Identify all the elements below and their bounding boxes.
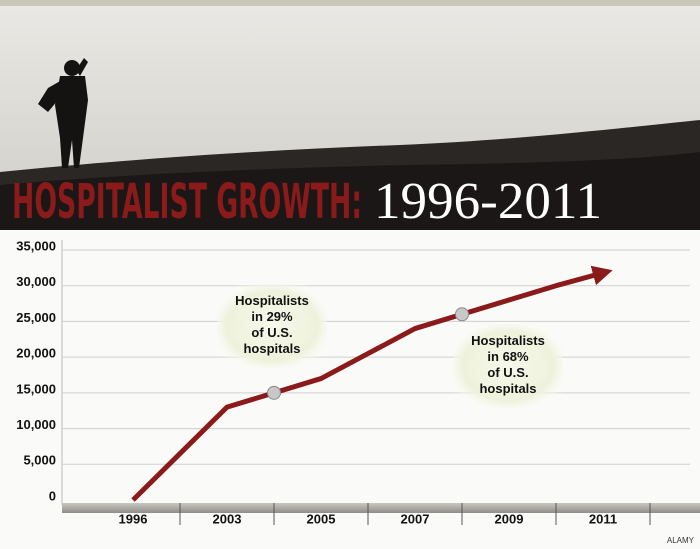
- annotation-text: in 29%: [251, 309, 293, 324]
- x-tick-label: 2011: [589, 511, 617, 526]
- y-tick-label: 10,000: [16, 417, 56, 432]
- x-tick-label: 1996: [119, 511, 148, 526]
- y-tick-label: 0: [49, 488, 56, 503]
- annotation-text: hospitals: [243, 341, 300, 356]
- x-tick-label: 2005: [307, 511, 336, 526]
- annotation-text: of U.S.: [487, 365, 528, 380]
- chart-subtitle: 1996-2011: [374, 173, 602, 230]
- photo-silhouette: [38, 58, 88, 168]
- point-marker: [267, 385, 281, 400]
- annotation-text: in 68%: [487, 349, 529, 364]
- credit: ALAMY: [667, 536, 695, 545]
- annotation-text: Hospitalists: [235, 293, 309, 308]
- plot-background: [0, 230, 700, 549]
- x-tick-label: 2009: [495, 511, 524, 526]
- data-line: [131, 265, 613, 502]
- y-tick-label: 25,000: [16, 310, 56, 325]
- photo-hill-front: [0, 152, 700, 230]
- annotation-glow: [217, 284, 327, 368]
- point-marker: [455, 307, 469, 322]
- y-tick-label: 5,000: [23, 453, 56, 468]
- y-tick-label: 20,000: [16, 346, 56, 361]
- annotation-text: of U.S.: [251, 325, 292, 340]
- y-tick-label: 15,000: [16, 381, 56, 396]
- x-tick-label: 2003: [213, 511, 242, 526]
- x-axis-bar: [62, 503, 700, 513]
- x-tick-label: 2007: [401, 511, 430, 526]
- annotation-text: Hospitalists: [471, 333, 545, 348]
- annotation-glow: [453, 324, 563, 408]
- top-strip: [0, 0, 700, 6]
- y-tick-label: 30,000: [16, 274, 56, 289]
- annotation-text: hospitals: [479, 381, 536, 396]
- chart-title: HOSPITALIST GROWTH:: [12, 174, 362, 230]
- y-tick-label: 35,000: [16, 238, 56, 253]
